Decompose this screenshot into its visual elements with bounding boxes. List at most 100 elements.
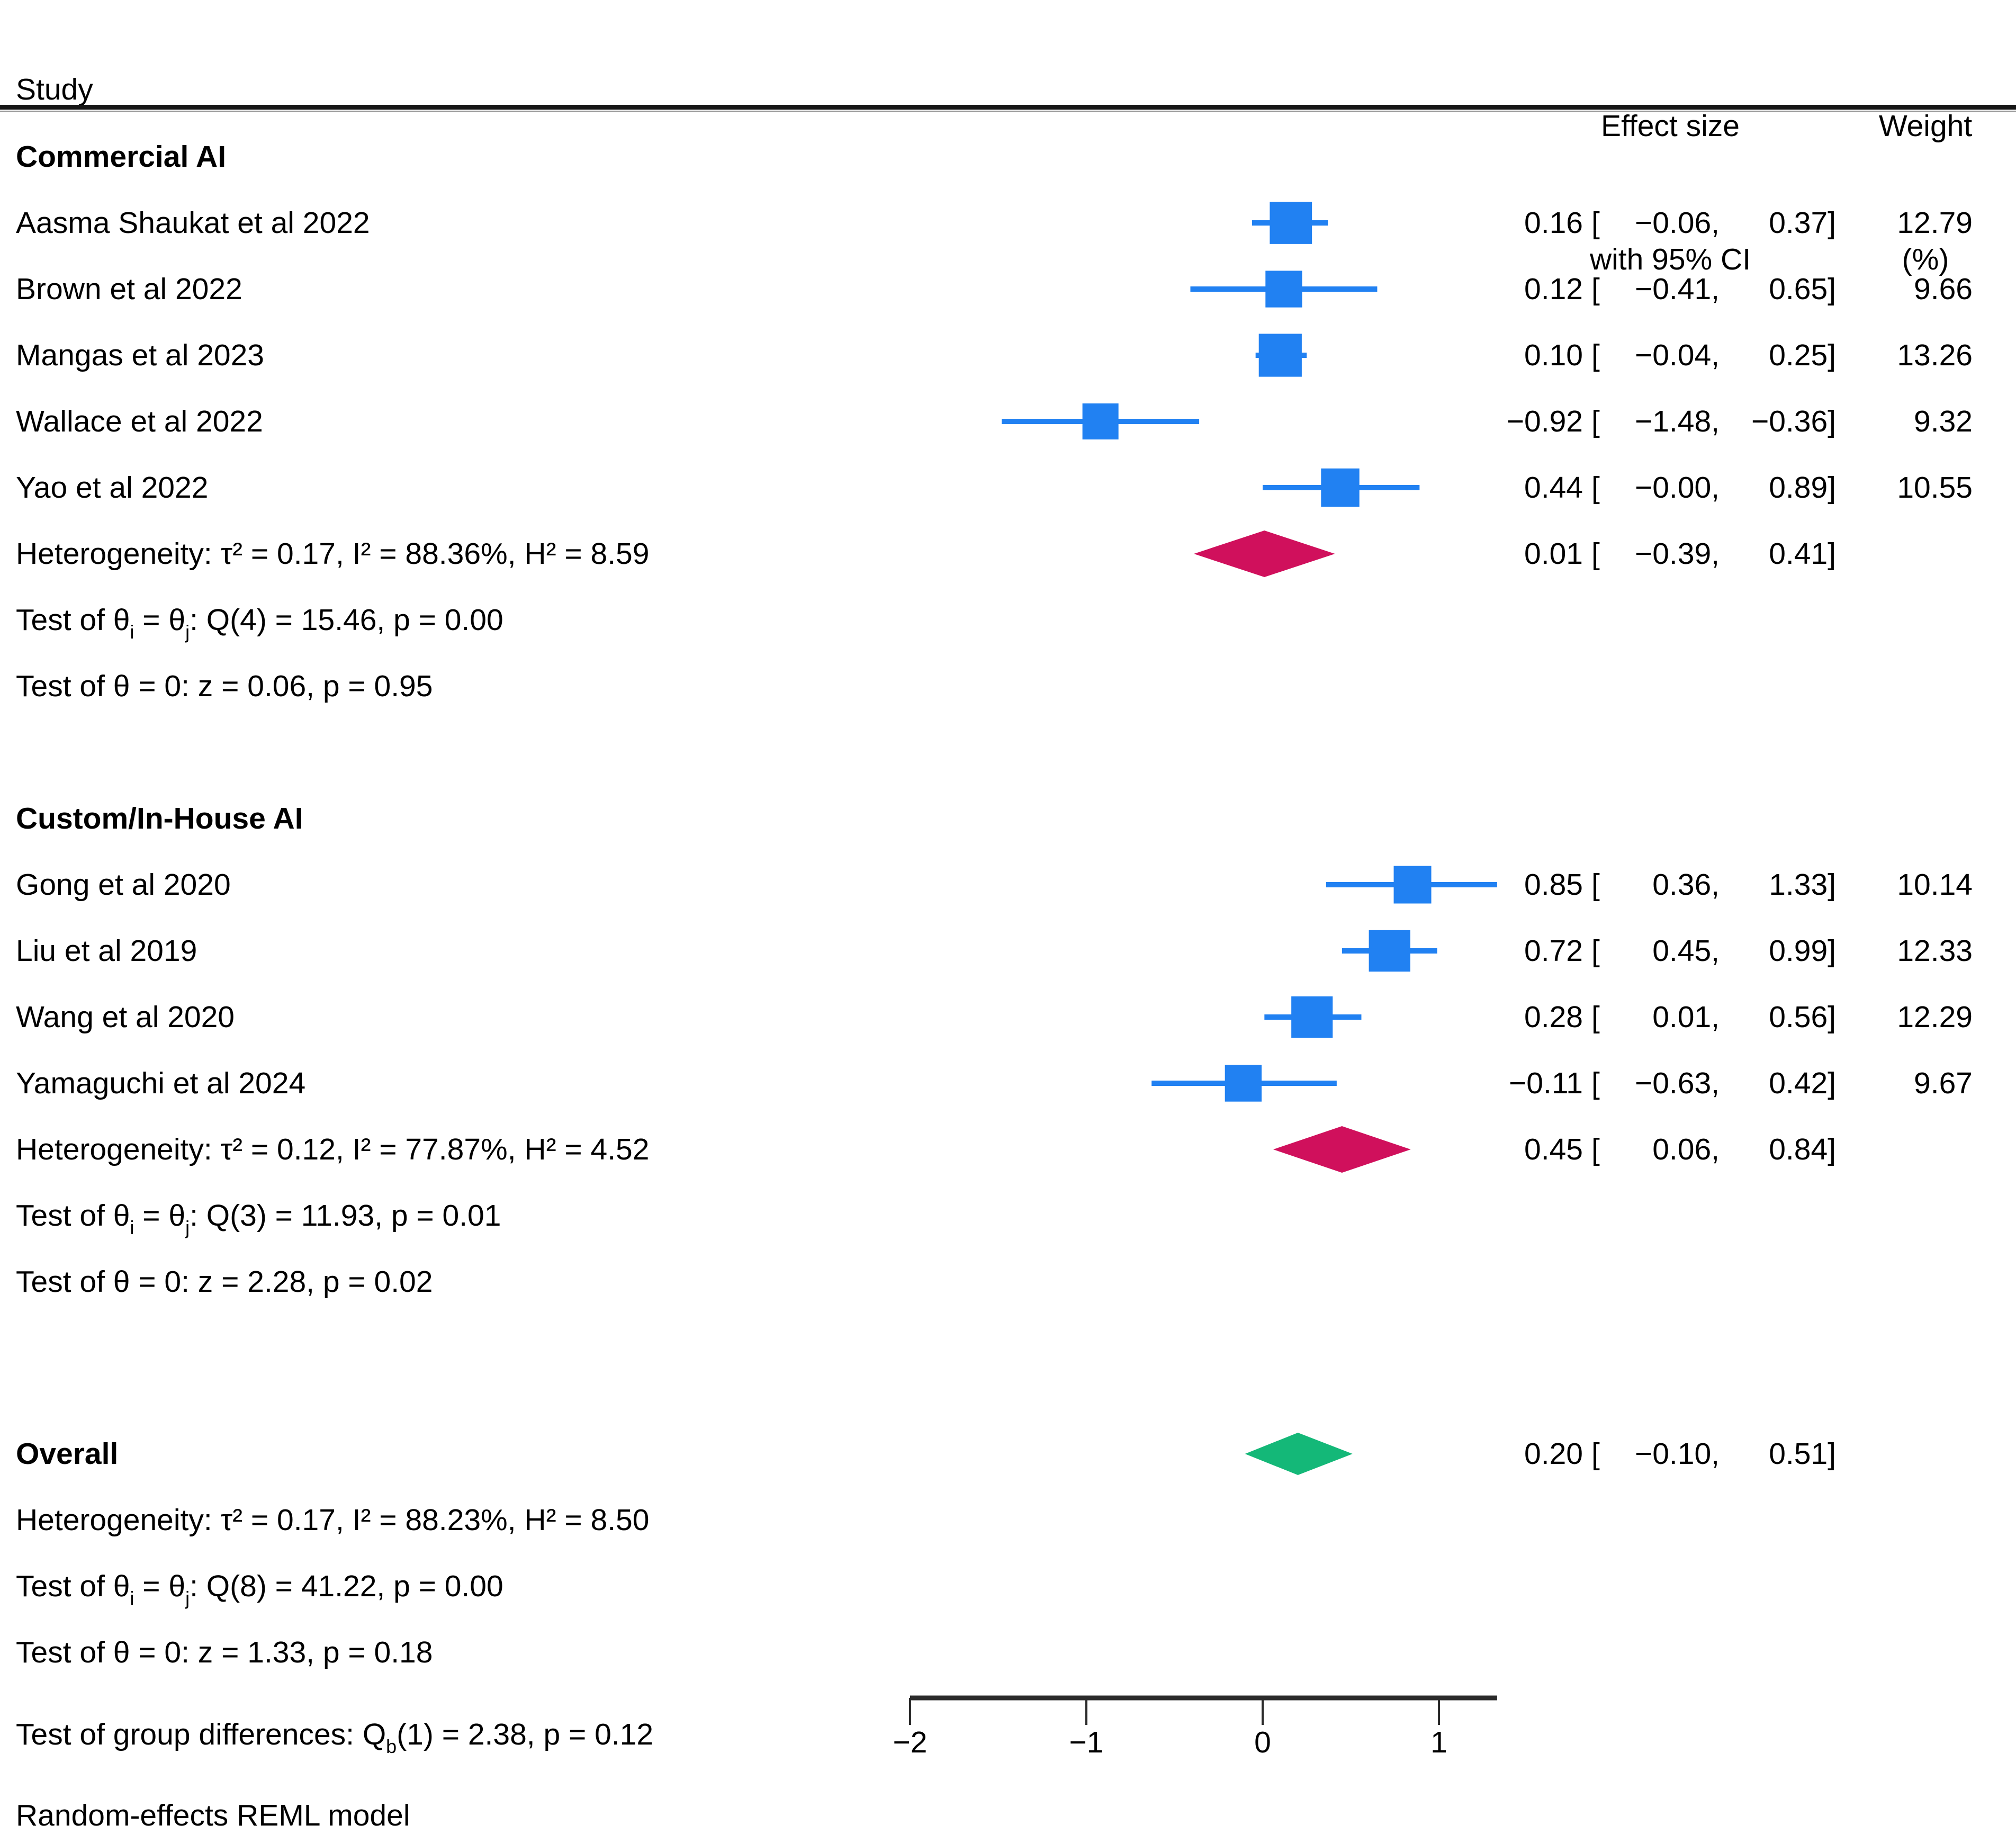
effect-square: [1321, 468, 1360, 507]
test-theta-row: Test of θi = θj: Q(3) = 11.93, p = 0.01: [0, 1183, 2016, 1249]
weight-value: 12.79: [1897, 206, 1973, 240]
ci-lower: 0.45,: [1652, 934, 1720, 968]
weight-value: 9.67: [1914, 1066, 1973, 1100]
test-zero-row: Test of θ = 0: z = 2.28, p = 0.02: [0, 1249, 2016, 1315]
study-row: Gong et al 2020 0.85[0.36, 1.33] 10.14: [0, 852, 2016, 918]
study-row: Wang et al 2020 0.28[0.01, 0.56] 12.29: [0, 984, 2016, 1050]
study-label: Gong et al 2020: [16, 868, 231, 902]
ci-lower: 0.36,: [1652, 868, 1720, 902]
group-header-row: Commercial AI: [0, 124, 2016, 190]
ci-upper: 0.25]: [1769, 338, 1836, 372]
effect-estimate: 0.72: [1524, 934, 1583, 968]
study-row: Aasma Shaukat et al 2022 0.16[−0.06, 0.37]…: [0, 190, 2016, 256]
overall-summary-diamond: [1245, 1433, 1353, 1475]
column-header-weight-line1: Weight: [1878, 109, 1973, 143]
group-name: Commercial AI: [16, 140, 227, 174]
subscript: i: [130, 621, 134, 643]
column-header-study: Study: [16, 73, 93, 106]
model-footnote: Random-effects REML model: [16, 1799, 410, 1832]
subscript: j: [185, 621, 190, 643]
ci-lower: −0.06,: [1634, 206, 1720, 240]
overall-heterogeneity-row: Heterogeneity: τ² = 0.17, I² = 88.23%, H…: [0, 1487, 2016, 1553]
ci-open-bracket: [: [1591, 471, 1600, 505]
ci-open-bracket: [: [1591, 537, 1600, 571]
effect-square: [1270, 202, 1312, 244]
x-axis-tick-label: −2: [893, 1725, 928, 1759]
ci-upper: 0.84]: [1769, 1132, 1836, 1166]
column-header-effect-size-line2: with 95% CI: [1589, 242, 1751, 276]
ci-upper: −0.36]: [1751, 404, 1836, 438]
test-theta-text: Test of θi = θj: Q(4) = 15.46, p = 0.00: [16, 603, 503, 643]
test-zero-text: Test of θ = 0: z = 2.28, p = 0.02: [16, 1265, 433, 1299]
study-label: Yamaguchi et al 2024: [16, 1066, 306, 1100]
column-header-effect-size-line1: Effect size: [1601, 109, 1740, 143]
ci-upper: 0.65]: [1769, 272, 1836, 306]
ci-lower: −0.41,: [1634, 272, 1720, 306]
weight-value: 13.26: [1897, 338, 1973, 372]
group-summary-diamond: [1273, 1126, 1411, 1173]
group-differences-text: Test of group differences: Qb(1) = 2.38,…: [16, 1717, 654, 1757]
effect-estimate: −0.92: [1506, 404, 1583, 438]
column-header-weight: Weight (%): [1862, 15, 1989, 371]
weight-value: 12.29: [1897, 1000, 1973, 1034]
text-segment: : Q(4) = 15.46, p = 0.00: [190, 603, 503, 637]
ci-lower: −0.39,: [1634, 537, 1720, 571]
text-segment: Test of θ: [16, 1199, 130, 1233]
subscript: i: [130, 1217, 134, 1238]
heterogeneity-text: Heterogeneity: τ² = 0.17, I² = 88.36%, H…: [16, 537, 650, 571]
ci-lower: −1.48,: [1634, 404, 1720, 438]
overall-test-zero-row: Test of θ = 0: z = 1.33, p = 0.18: [0, 1620, 2016, 1686]
text-segment: = θ: [134, 603, 186, 637]
text-segment: Test of group differences: Q: [16, 1718, 386, 1751]
study-label: Wallace et al 2022: [16, 404, 263, 438]
ci-open-bracket: [: [1591, 206, 1600, 240]
effect-square: [1225, 1065, 1262, 1102]
x-axis-tick-label: −1: [1069, 1725, 1104, 1759]
ci-upper: 0.56]: [1769, 1000, 1836, 1034]
weight-value: 9.66: [1914, 272, 1973, 306]
header-rule-gray: [0, 111, 2016, 112]
header-rule-dark: [0, 105, 2016, 110]
ci-lower: −0.04,: [1634, 338, 1720, 372]
study-row: Yao et al 2022 0.44[−0.00, 0.89] 10.55: [0, 455, 2016, 521]
test-zero-text: Test of θ = 0: z = 1.33, p = 0.18: [16, 1635, 433, 1669]
study-label: Mangas et al 2023: [16, 338, 264, 372]
ci-open-bracket: [: [1591, 404, 1600, 438]
study-row: Yamaguchi et al 2024 −0.11[−0.63, 0.42] 9.6…: [0, 1050, 2016, 1117]
text-segment: = θ: [134, 1199, 186, 1233]
overall-test-theta-row: Test of θi = θj: Q(8) = 41.22, p = 0.00: [0, 1553, 2016, 1620]
effect-estimate: 0.45: [1524, 1132, 1583, 1166]
ci-open-bracket: [: [1591, 1437, 1600, 1471]
heterogeneity-text: Heterogeneity: τ² = 0.12, I² = 77.87%, H…: [16, 1132, 650, 1166]
text-segment: Test of θ: [16, 1569, 130, 1603]
group-summary-row: Heterogeneity: τ² = 0.12, I² = 77.87%, H…: [0, 1117, 2016, 1183]
ci-lower: −0.10,: [1634, 1437, 1720, 1471]
study-row: Mangas et al 2023 0.10[−0.04, 0.25] 13.26: [0, 322, 2016, 389]
subscript: i: [130, 1587, 134, 1609]
ci-lower: 0.06,: [1652, 1132, 1720, 1166]
study-label: Liu et al 2019: [16, 934, 197, 968]
effect-square: [1082, 403, 1119, 440]
effect-square: [1265, 271, 1302, 308]
effect-estimate: 0.20: [1524, 1437, 1583, 1471]
study-label: Brown et al 2022: [16, 272, 242, 306]
test-zero-row: Test of θ = 0: z = 0.06, p = 0.95: [0, 653, 2016, 720]
test-theta-text: Test of θi = θj: Q(8) = 41.22, p = 0.00: [16, 1569, 503, 1609]
study-label: Yao et al 2022: [16, 471, 209, 505]
ci-open-bracket: [: [1591, 272, 1600, 306]
subscript: j: [185, 1587, 190, 1609]
subscript: b: [386, 1736, 397, 1757]
text-segment: Test of θ: [16, 603, 130, 637]
effect-estimate: 0.16: [1524, 206, 1583, 240]
test-theta-text: Test of θi = θj: Q(3) = 11.93, p = 0.01: [16, 1198, 501, 1238]
ci-upper: 0.51]: [1769, 1437, 1836, 1471]
overall-label: Overall: [16, 1437, 119, 1471]
ci-upper: 0.37]: [1769, 206, 1836, 240]
x-axis-tick-label: 0: [1254, 1725, 1271, 1759]
text-segment: : Q(3) = 11.93, p = 0.01: [190, 1199, 501, 1233]
text-segment: (1) = 2.38, p = 0.12: [397, 1718, 654, 1751]
ci-upper: 0.42]: [1769, 1066, 1836, 1100]
ci-upper: 1.33]: [1769, 868, 1836, 902]
